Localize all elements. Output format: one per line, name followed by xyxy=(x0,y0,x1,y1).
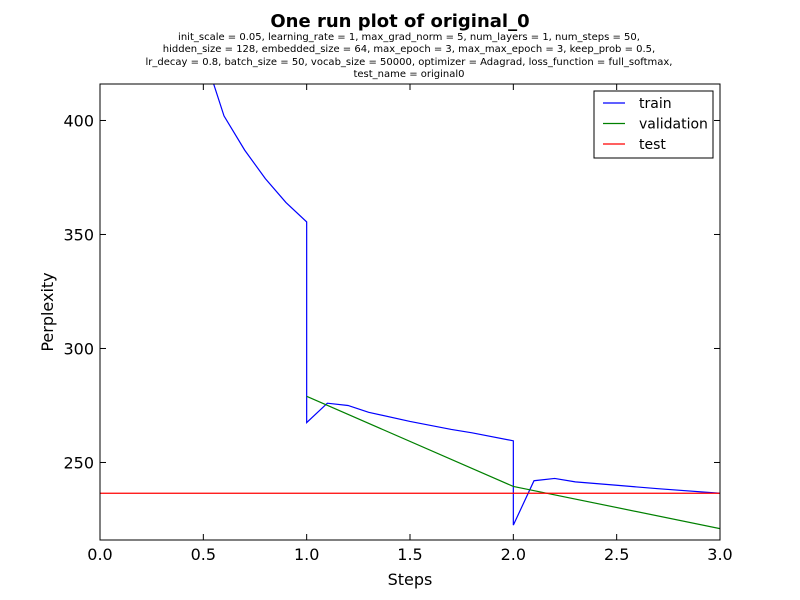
y-tick-label: 250 xyxy=(63,453,94,472)
y-tick-label: 400 xyxy=(63,111,94,130)
ticks-layer: 0.0 0.5 1.0 1.5 2.0 2.5 3.0 250 300 350 400 xyxy=(63,84,733,564)
x-tick-label: 2.0 xyxy=(501,545,526,564)
chart-subtitle-line-1: init_scale = 0.05, learning_rate = 1, ma… xyxy=(178,32,640,43)
x-tick-label: 2.5 xyxy=(604,545,629,564)
x-tick-label: 1.0 xyxy=(294,545,319,564)
x-tick-label: 0.5 xyxy=(191,545,216,564)
legend-box xyxy=(593,90,714,159)
legend-label-test: test xyxy=(639,137,666,153)
x-tick-label: 3.0 xyxy=(707,545,732,564)
legend-label-train: train xyxy=(639,96,672,112)
y-axis-label: Perplexity xyxy=(38,272,57,351)
series-line-train xyxy=(213,84,720,526)
x-axis-label: Steps xyxy=(388,570,433,589)
x-tick-label: 0.0 xyxy=(87,545,112,564)
x-tick-label: 1.5 xyxy=(397,545,422,564)
legend: train validation test xyxy=(593,90,714,159)
y-tick-label: 300 xyxy=(63,339,94,358)
chart-subtitle-line-2: hidden_size = 128, embedded_size = 64, m… xyxy=(163,44,655,55)
chart-subtitle-line-4: test_name = original0 xyxy=(353,69,464,80)
series-layer xyxy=(100,84,720,530)
plot-frame xyxy=(99,83,721,541)
chart-title: One run plot of original_0 xyxy=(270,11,529,32)
series-line-validation xyxy=(306,395,720,530)
chart-subtitle-line-3: lr_decay = 0.8, batch_size = 50, vocab_s… xyxy=(146,57,673,68)
y-tick-label: 350 xyxy=(63,225,94,244)
legend-label-validation: validation xyxy=(639,117,708,133)
